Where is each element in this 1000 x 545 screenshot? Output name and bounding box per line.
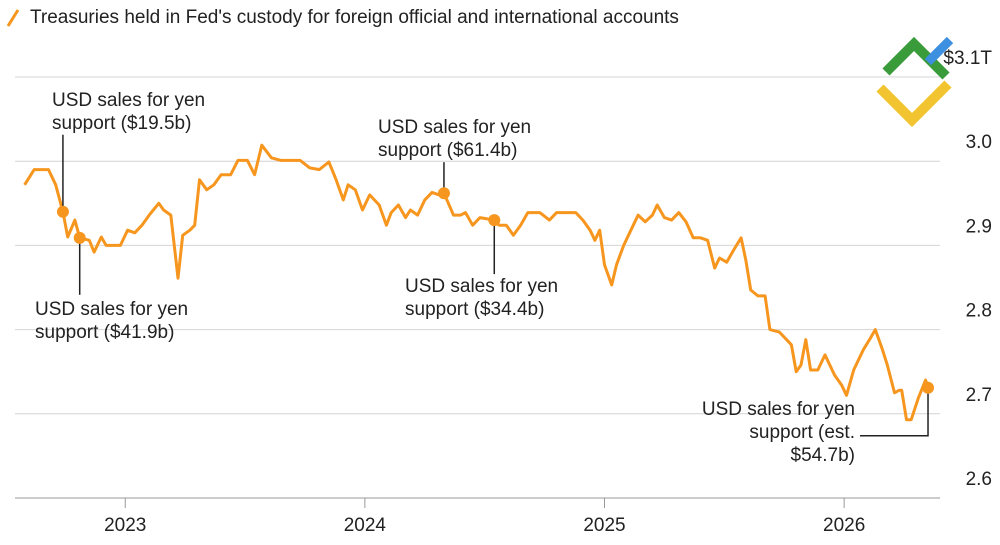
annotation-leader	[860, 387, 929, 437]
legend-swatch	[6, 9, 20, 27]
annotation-text: support ($34.4b)	[405, 299, 544, 320]
x-tick-label: 2024	[344, 515, 387, 536]
x-tick-label: 2023	[104, 515, 146, 536]
annotation-text: USD sales for yen	[378, 117, 531, 138]
annotation-marker	[56, 205, 69, 218]
annotation-text: support (est.	[749, 422, 855, 443]
x-tick-label: 2025	[583, 515, 625, 536]
annotation-text: USD sales for yen	[52, 90, 205, 111]
annotation-text: USD sales for yen	[35, 299, 188, 320]
chart-title: Treasuries held in Fed's custody for for…	[30, 7, 679, 28]
annotation-text: USD sales for yen	[702, 399, 855, 420]
y-tick-label: $3.1T	[943, 48, 992, 69]
y-tick-label: 2.7	[966, 385, 992, 406]
y-tick-label: 2.8	[966, 301, 992, 322]
annotation-text: support ($19.5b)	[52, 113, 191, 134]
annotation-text: USD sales for yen	[405, 276, 558, 297]
annotation-text: $54.7b)	[791, 445, 855, 466]
annotation-text: support ($61.4b)	[378, 140, 517, 161]
data-line	[23, 143, 930, 422]
annotation-marker	[488, 214, 501, 227]
annotation-marker	[73, 231, 86, 244]
annotation-marker	[922, 381, 935, 394]
y-tick-label: 3.0	[966, 132, 992, 153]
logo	[876, 36, 954, 128]
y-tick-label: 2.6	[966, 469, 992, 490]
annotation-marker	[437, 187, 450, 200]
x-tick-label: 2026	[823, 515, 865, 536]
annotation-text: support ($41.9b)	[35, 322, 174, 343]
y-tick-label: 2.9	[966, 216, 992, 237]
